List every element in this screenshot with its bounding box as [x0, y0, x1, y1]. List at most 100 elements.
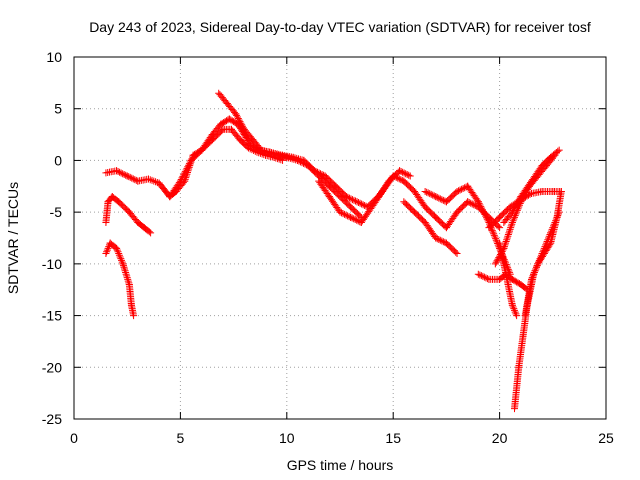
data-point	[555, 146, 563, 154]
data-point	[179, 172, 187, 180]
data-point	[429, 191, 437, 199]
data-point	[536, 257, 544, 265]
data-point	[148, 176, 156, 184]
data-point	[405, 171, 413, 179]
data-point	[538, 252, 546, 260]
data-point	[532, 263, 540, 271]
data-point	[180, 169, 188, 177]
data-point	[389, 172, 397, 180]
data-point	[122, 171, 130, 179]
data-point	[530, 270, 538, 278]
data-point	[347, 195, 355, 203]
data-point	[512, 310, 520, 318]
data-point	[121, 265, 129, 273]
data-point	[508, 208, 516, 216]
data-point	[474, 198, 482, 206]
data-point	[244, 136, 252, 144]
data-point	[427, 190, 435, 198]
data-point	[118, 258, 126, 266]
series-track-l	[491, 151, 559, 268]
data-point	[537, 255, 545, 263]
data-point	[511, 308, 519, 316]
data-point	[180, 171, 188, 179]
data-point	[468, 200, 476, 208]
series-track-h	[400, 198, 461, 258]
data-point	[490, 231, 498, 239]
data-point	[503, 236, 511, 244]
data-point	[120, 170, 128, 178]
data-point	[539, 251, 547, 259]
data-point	[502, 237, 510, 245]
data-point	[459, 185, 467, 193]
data-point	[144, 175, 152, 183]
data-point	[233, 111, 241, 119]
data-point	[113, 244, 121, 252]
data-point	[479, 272, 487, 280]
data-point	[235, 116, 243, 124]
data-point	[359, 201, 367, 209]
data-point	[341, 210, 349, 218]
data-point	[123, 272, 131, 280]
data-point	[119, 262, 127, 270]
data-point	[476, 201, 484, 209]
y-tick-label: -5	[50, 204, 63, 220]
data-point	[528, 275, 536, 283]
data-point	[506, 227, 514, 235]
data-point	[510, 215, 518, 223]
data-point	[533, 262, 541, 270]
data-point	[406, 172, 414, 180]
data-point	[513, 278, 521, 286]
data-point	[470, 201, 478, 209]
data-point	[465, 199, 473, 207]
data-point	[122, 268, 130, 276]
data-point	[543, 245, 551, 253]
data-point	[114, 168, 122, 176]
data-point	[535, 258, 543, 266]
data-point	[126, 173, 134, 181]
data-point	[540, 250, 548, 258]
y-tick-labels: 10 5 0 -5 -10 -15 -20 -25	[42, 49, 62, 427]
data-point	[546, 241, 554, 249]
data-point	[453, 250, 461, 258]
data-point	[541, 248, 549, 256]
data-point	[232, 110, 240, 118]
data-point	[395, 175, 403, 183]
data-point	[478, 204, 486, 212]
data-point	[121, 267, 129, 275]
data-point	[362, 202, 370, 210]
data-point	[513, 199, 521, 207]
series-track-k	[474, 270, 531, 294]
data-point	[483, 215, 491, 223]
data-point	[358, 200, 366, 208]
data-point	[502, 239, 510, 247]
data-point	[508, 218, 516, 226]
data-point	[218, 119, 226, 127]
data-point	[396, 167, 404, 175]
data-point	[508, 301, 516, 309]
data-point	[286, 154, 294, 162]
data-point	[504, 232, 512, 240]
data-point	[507, 222, 515, 230]
data-point	[295, 157, 303, 165]
data-point	[482, 212, 490, 220]
data-point	[238, 121, 246, 129]
data-point	[484, 217, 492, 225]
data-point	[269, 149, 277, 157]
data-point	[496, 252, 504, 260]
data-point	[128, 174, 136, 182]
data-point	[436, 236, 444, 244]
data-point	[122, 270, 130, 278]
data-point	[477, 272, 485, 280]
data-point	[233, 113, 241, 121]
y-tick-label: -10	[42, 256, 62, 272]
data-point	[515, 196, 523, 204]
y-tick-label: -15	[42, 308, 62, 324]
y-tick-label: 5	[54, 101, 62, 117]
data-point	[512, 202, 520, 210]
data-point	[285, 154, 293, 162]
data-point	[441, 197, 449, 205]
series-track-c	[102, 193, 155, 237]
data-point	[479, 207, 487, 215]
data-point	[494, 222, 502, 230]
data-point	[513, 312, 521, 320]
